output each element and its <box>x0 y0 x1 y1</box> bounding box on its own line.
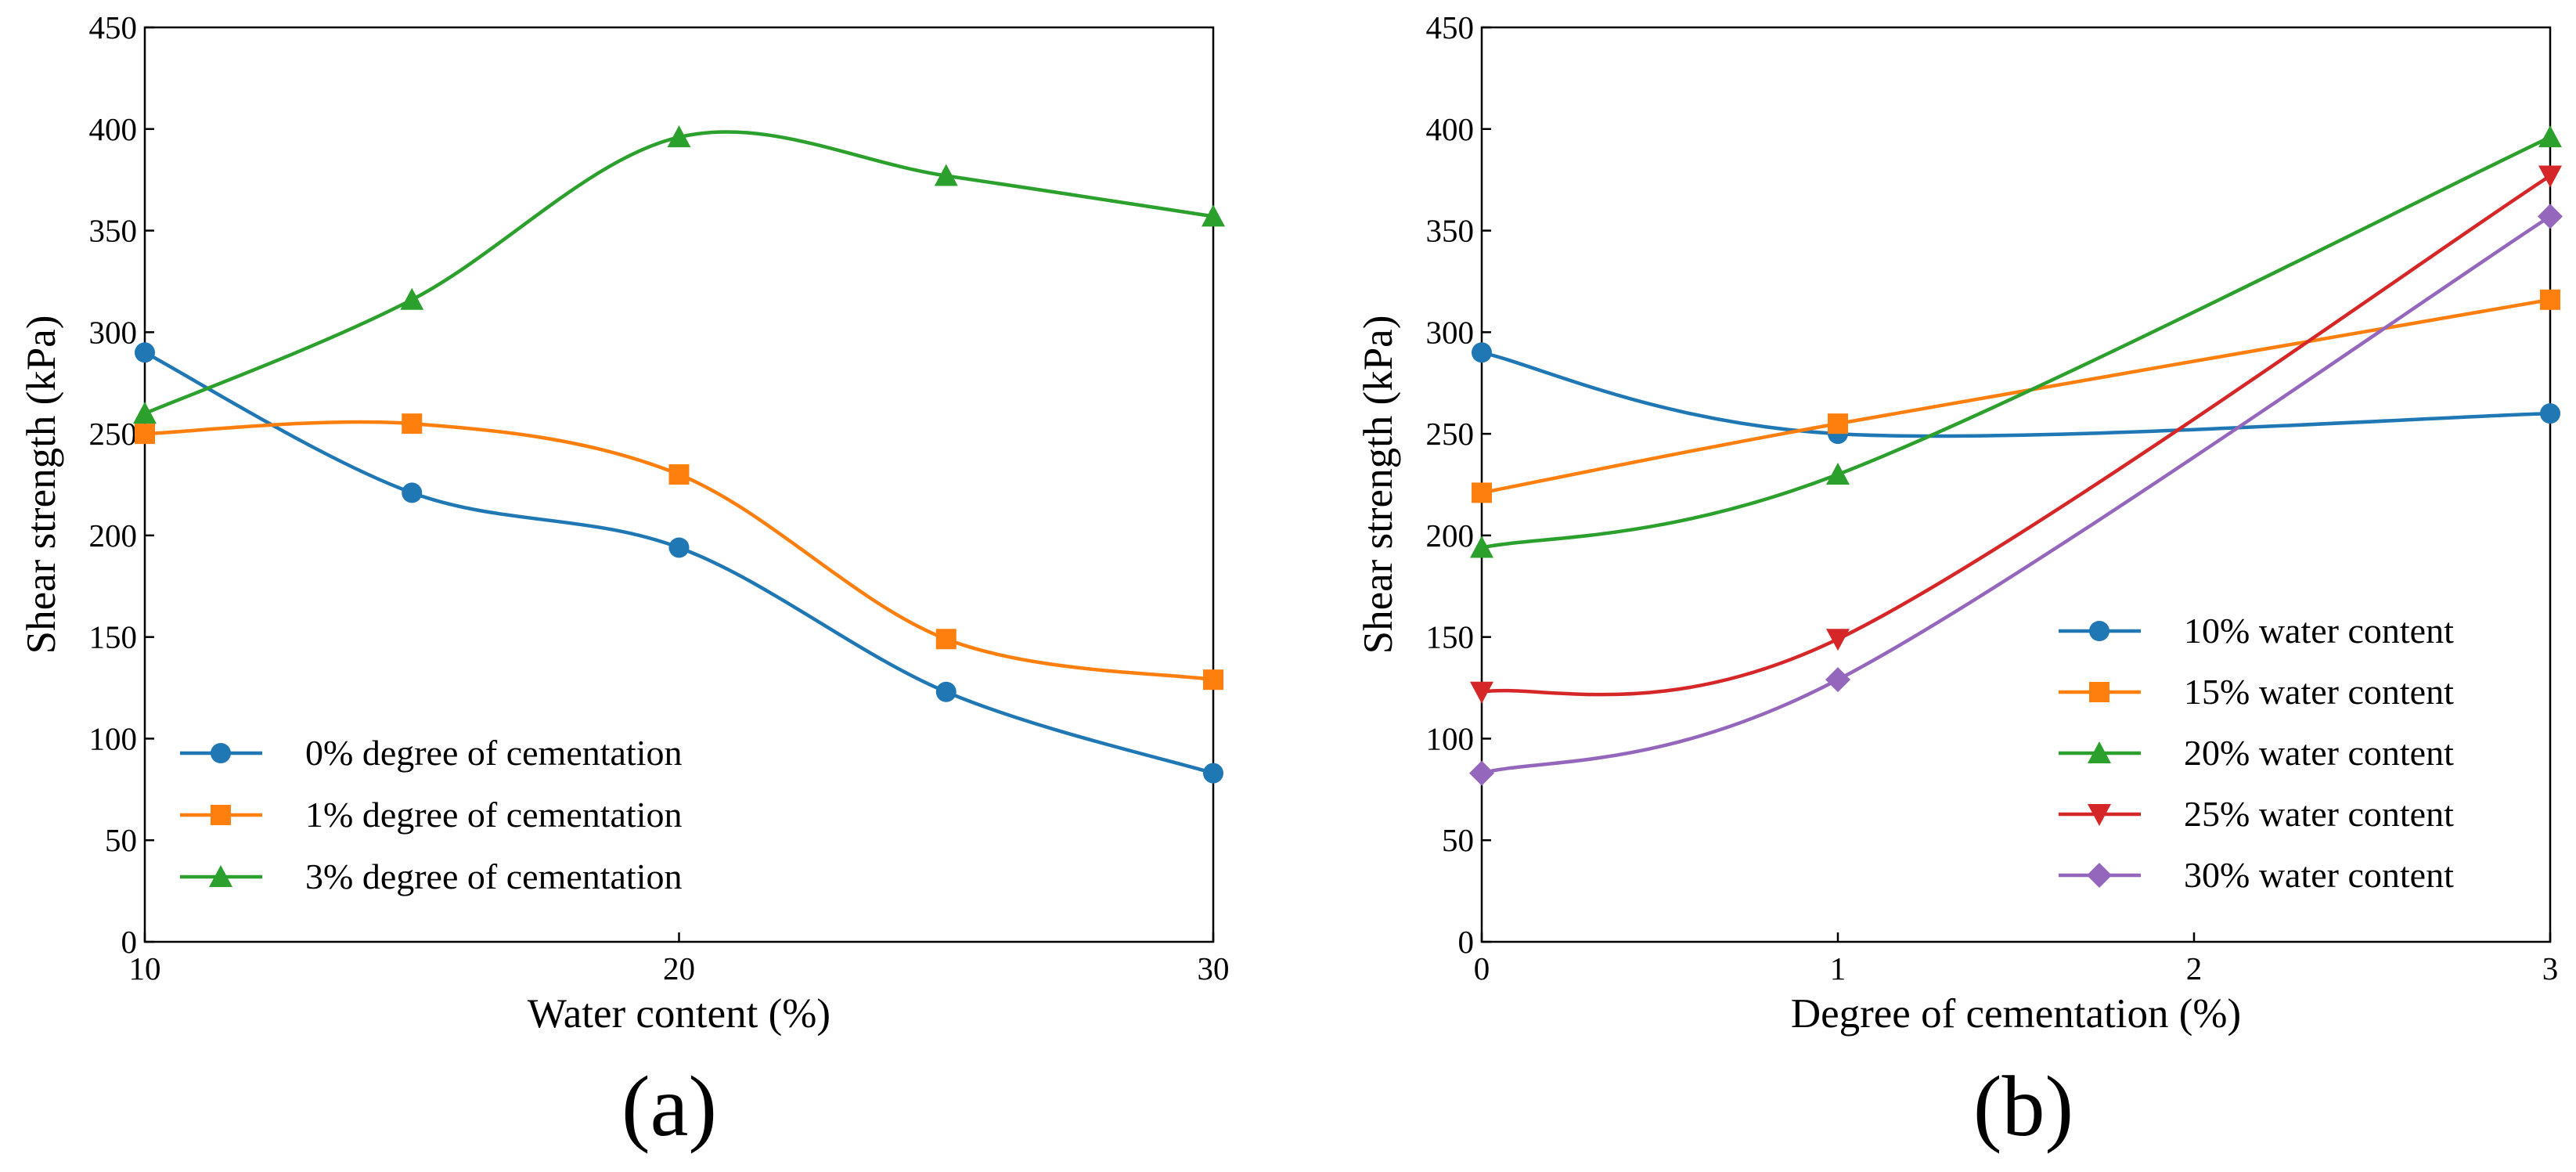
chart-a-xtick-label: 10 <box>129 950 161 986</box>
chart-b-legend-swatch-marker <box>2087 863 2112 888</box>
chart-a-ylabel: Shear strength (kPa) <box>19 316 64 655</box>
chart-b-xlabel: Degree of cementation (%) <box>1791 991 2241 1037</box>
chart-a-series-1-point <box>1203 763 1223 784</box>
chart-b-series-5-point <box>2538 204 2563 229</box>
chart-b-legend-entry: 30% water content <box>2184 855 2454 895</box>
chart-a-panel-label: (a) <box>621 1058 717 1154</box>
chart-b-xtick-label: 2 <box>2186 950 2203 986</box>
chart-a-ytick-label: 100 <box>89 720 138 756</box>
chart-a-series-2-point <box>135 424 155 445</box>
chart-b-ytick-label: 250 <box>1426 416 1475 452</box>
chart-a-series-3-point <box>667 125 691 148</box>
chart-b-legend: 10% water content 15% water content 20% wa… <box>2059 611 2454 895</box>
chart-b-ytick-label: 0 <box>1458 924 1475 960</box>
chart-a-ytick-label: 150 <box>89 619 138 655</box>
chart-b-ylabel: Shear strength (kPa) <box>1356 316 1401 655</box>
chart-b: 0 50 100 150 200 250 300 350 400 450 0 1 2 3 Degree of… <box>1356 9 2563 1154</box>
chart-a-series-3-point <box>133 402 157 424</box>
chart-a-ytick-label: 350 <box>89 213 138 249</box>
chart-a-legend: 0% degree of cementation 1% degree of cem… <box>180 733 683 896</box>
chart-b-ytick-label: 200 <box>1426 517 1475 554</box>
chart-b-legend-swatch-marker <box>2088 804 2111 826</box>
chart-a-series-3-point <box>400 287 424 310</box>
chart-b-series-2-line <box>1479 298 2553 495</box>
chart-a-series-1-point <box>402 482 423 503</box>
chart-a-legend-swatch-marker <box>211 743 231 763</box>
chart-b-legend-entry: 20% water content <box>2184 733 2454 773</box>
chart-a-series-1 <box>135 342 1223 784</box>
chart-b-legend-swatch-marker <box>2088 741 2111 763</box>
chart-b-series-2 <box>1472 289 2560 503</box>
chart-b-series-5 <box>1469 204 2563 786</box>
chart-b-series-4-point <box>1470 681 1493 704</box>
chart-b-series-3-point <box>1826 463 1850 485</box>
chart-b-legend-entry: 25% water content <box>2184 794 2454 834</box>
chart-b-series-4 <box>1470 165 2562 704</box>
chart-b-legend-swatch-marker <box>2089 621 2109 641</box>
chart-a-ytick-label: 250 <box>89 416 138 452</box>
chart-b-series-5-point <box>1825 667 1850 693</box>
chart-a-series-3-point <box>934 164 958 186</box>
chart-b-ytick-label: 150 <box>1426 619 1475 655</box>
chart-a-legend-swatch-marker <box>211 805 231 825</box>
chart-b-ytick-label: 300 <box>1426 314 1475 350</box>
chart-a-legend-swatch-marker <box>209 865 232 887</box>
chart-b-xtick-label: 3 <box>2542 950 2559 986</box>
chart-a-ytick-label: 200 <box>89 517 138 554</box>
chart-b-series-3-line <box>1479 135 2553 550</box>
chart-a-ytick-label: 450 <box>89 9 138 45</box>
chart-b-series-4-point <box>2538 165 2562 188</box>
chart-b-series-5-line <box>1479 215 2553 775</box>
chart-a-series-3-point <box>1202 204 1225 227</box>
chart-a-series-2 <box>135 413 1223 691</box>
chart-b-ytick-label: 450 <box>1426 9 1475 45</box>
chart-b-series-2-point <box>2540 289 2560 310</box>
chart-a-series-1-point <box>135 342 155 363</box>
chart-b-series-4-line <box>1479 174 2553 697</box>
chart-a-series-3 <box>133 125 1225 424</box>
chart-a-xtick-label: 30 <box>1198 950 1230 986</box>
chart-a-series-1-line <box>142 351 1216 775</box>
chart-a-series-1-point <box>668 537 690 558</box>
chart-a-series-2-point <box>935 629 957 650</box>
chart-b-legend-entry: 10% water content <box>2184 611 2454 651</box>
chart-b-series-3 <box>1470 125 2562 558</box>
chart-b-ytick-label: 100 <box>1426 720 1475 756</box>
chart-b-series-1-point <box>1472 342 1492 363</box>
chart-b-ytick-label: 400 <box>1426 111 1475 147</box>
chart-b-series-2-point <box>1828 413 1848 435</box>
chart-b-series-1-line <box>1479 351 2553 438</box>
chart-a-series-2-point <box>1203 669 1223 691</box>
chart-b-series-2-point <box>1472 482 1492 503</box>
chart-a-series-3-line <box>142 130 1216 416</box>
chart-b-ytick-label: 350 <box>1426 213 1475 249</box>
chart-b-panel-label: (b) <box>1973 1058 2073 1154</box>
chart-a-legend-entry: 3% degree of cementation <box>305 856 683 896</box>
chart-a: 0 50 100 150 200 250 300 350 400 450 10 20 30 Water c… <box>19 9 1230 1154</box>
chart-b-series-4-point <box>1826 629 1850 651</box>
chart-b-xtick-label: 0 <box>1474 950 1490 986</box>
chart-b-series-1-point <box>2540 403 2560 424</box>
chart-b-ytick-label: 50 <box>1442 822 1474 858</box>
chart-a-legend-entry: 1% degree of cementation <box>305 795 683 835</box>
chart-b-series-5-point <box>1469 760 1494 786</box>
chart-a-ytick-label: 50 <box>105 822 137 858</box>
chart-b-xtick-label: 1 <box>1830 950 1846 986</box>
chart-b-legend-entry: 15% water content <box>2184 672 2454 712</box>
chart-b-legend-swatch-marker <box>2089 682 2109 702</box>
chart-a-xtick-label: 20 <box>663 950 695 986</box>
chart-b-series-3-point <box>2538 125 2562 148</box>
chart-b-series-3-point <box>1470 536 1493 558</box>
chart-a-legend-entry: 0% degree of cementation <box>305 733 683 773</box>
chart-a-xlabel: Water content (%) <box>528 991 830 1037</box>
chart-a-series-1-point <box>935 681 957 702</box>
chart-a-ytick-label: 400 <box>89 111 138 147</box>
chart-a-ytick-label: 300 <box>89 314 138 350</box>
chart-a-series-2-point <box>668 464 690 485</box>
chart-a-ytick-label: 0 <box>121 924 138 960</box>
chart-a-series-2-point <box>402 413 423 435</box>
